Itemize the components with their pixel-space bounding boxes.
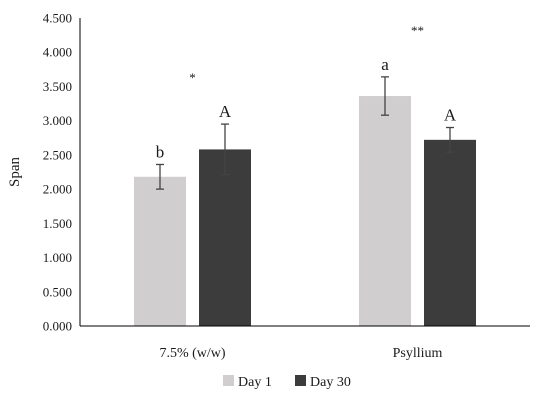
y-tick-label: 1.500 (43, 216, 72, 231)
x-category-label: 7.5% (w/w) (159, 346, 225, 361)
bar-day-1 (134, 176, 186, 326)
legend-label: Day 30 (310, 375, 351, 390)
legend-swatch (223, 375, 234, 386)
legend-label: Day 1 (238, 375, 272, 390)
y-tick-label: 2.500 (43, 147, 72, 162)
y-tick-label: 2.000 (43, 182, 72, 197)
x-category-label: Psyllium (393, 346, 443, 361)
y-tick-label: 4.000 (43, 45, 72, 60)
bars (134, 96, 476, 326)
x-axis-categories: 7.5% (w/w) Psyllium (159, 346, 442, 361)
significance-letter: A (219, 102, 232, 121)
significance-letter: A (444, 106, 457, 125)
bar-day-1 (359, 96, 411, 326)
y-tick-label: 1.000 (43, 250, 72, 265)
y-tick-label: 3.500 (43, 79, 72, 94)
bar-day-30 (424, 139, 476, 326)
significance-letter: b (156, 142, 165, 161)
significance-letter: a (381, 55, 389, 74)
y-axis-label: Span (7, 157, 23, 188)
error-bars (156, 76, 454, 190)
legend: Day 1 Day 30 (223, 375, 351, 390)
y-axis-ticks: 0.000 0.500 1.000 1.500 2.000 2.500 3.000 3.500… (43, 11, 72, 334)
significance-star: ** (411, 23, 424, 38)
significance-labels: b A * a A ** (156, 23, 457, 162)
y-tick-label: 4.500 (43, 11, 72, 26)
y-tick-label: 0.000 (43, 319, 72, 334)
y-tick-label: 0.500 (43, 284, 72, 299)
significance-star: * (189, 70, 196, 85)
y-tick-label: 3.000 (43, 113, 72, 128)
bar-day-30 (199, 149, 251, 326)
legend-swatch (295, 375, 306, 386)
